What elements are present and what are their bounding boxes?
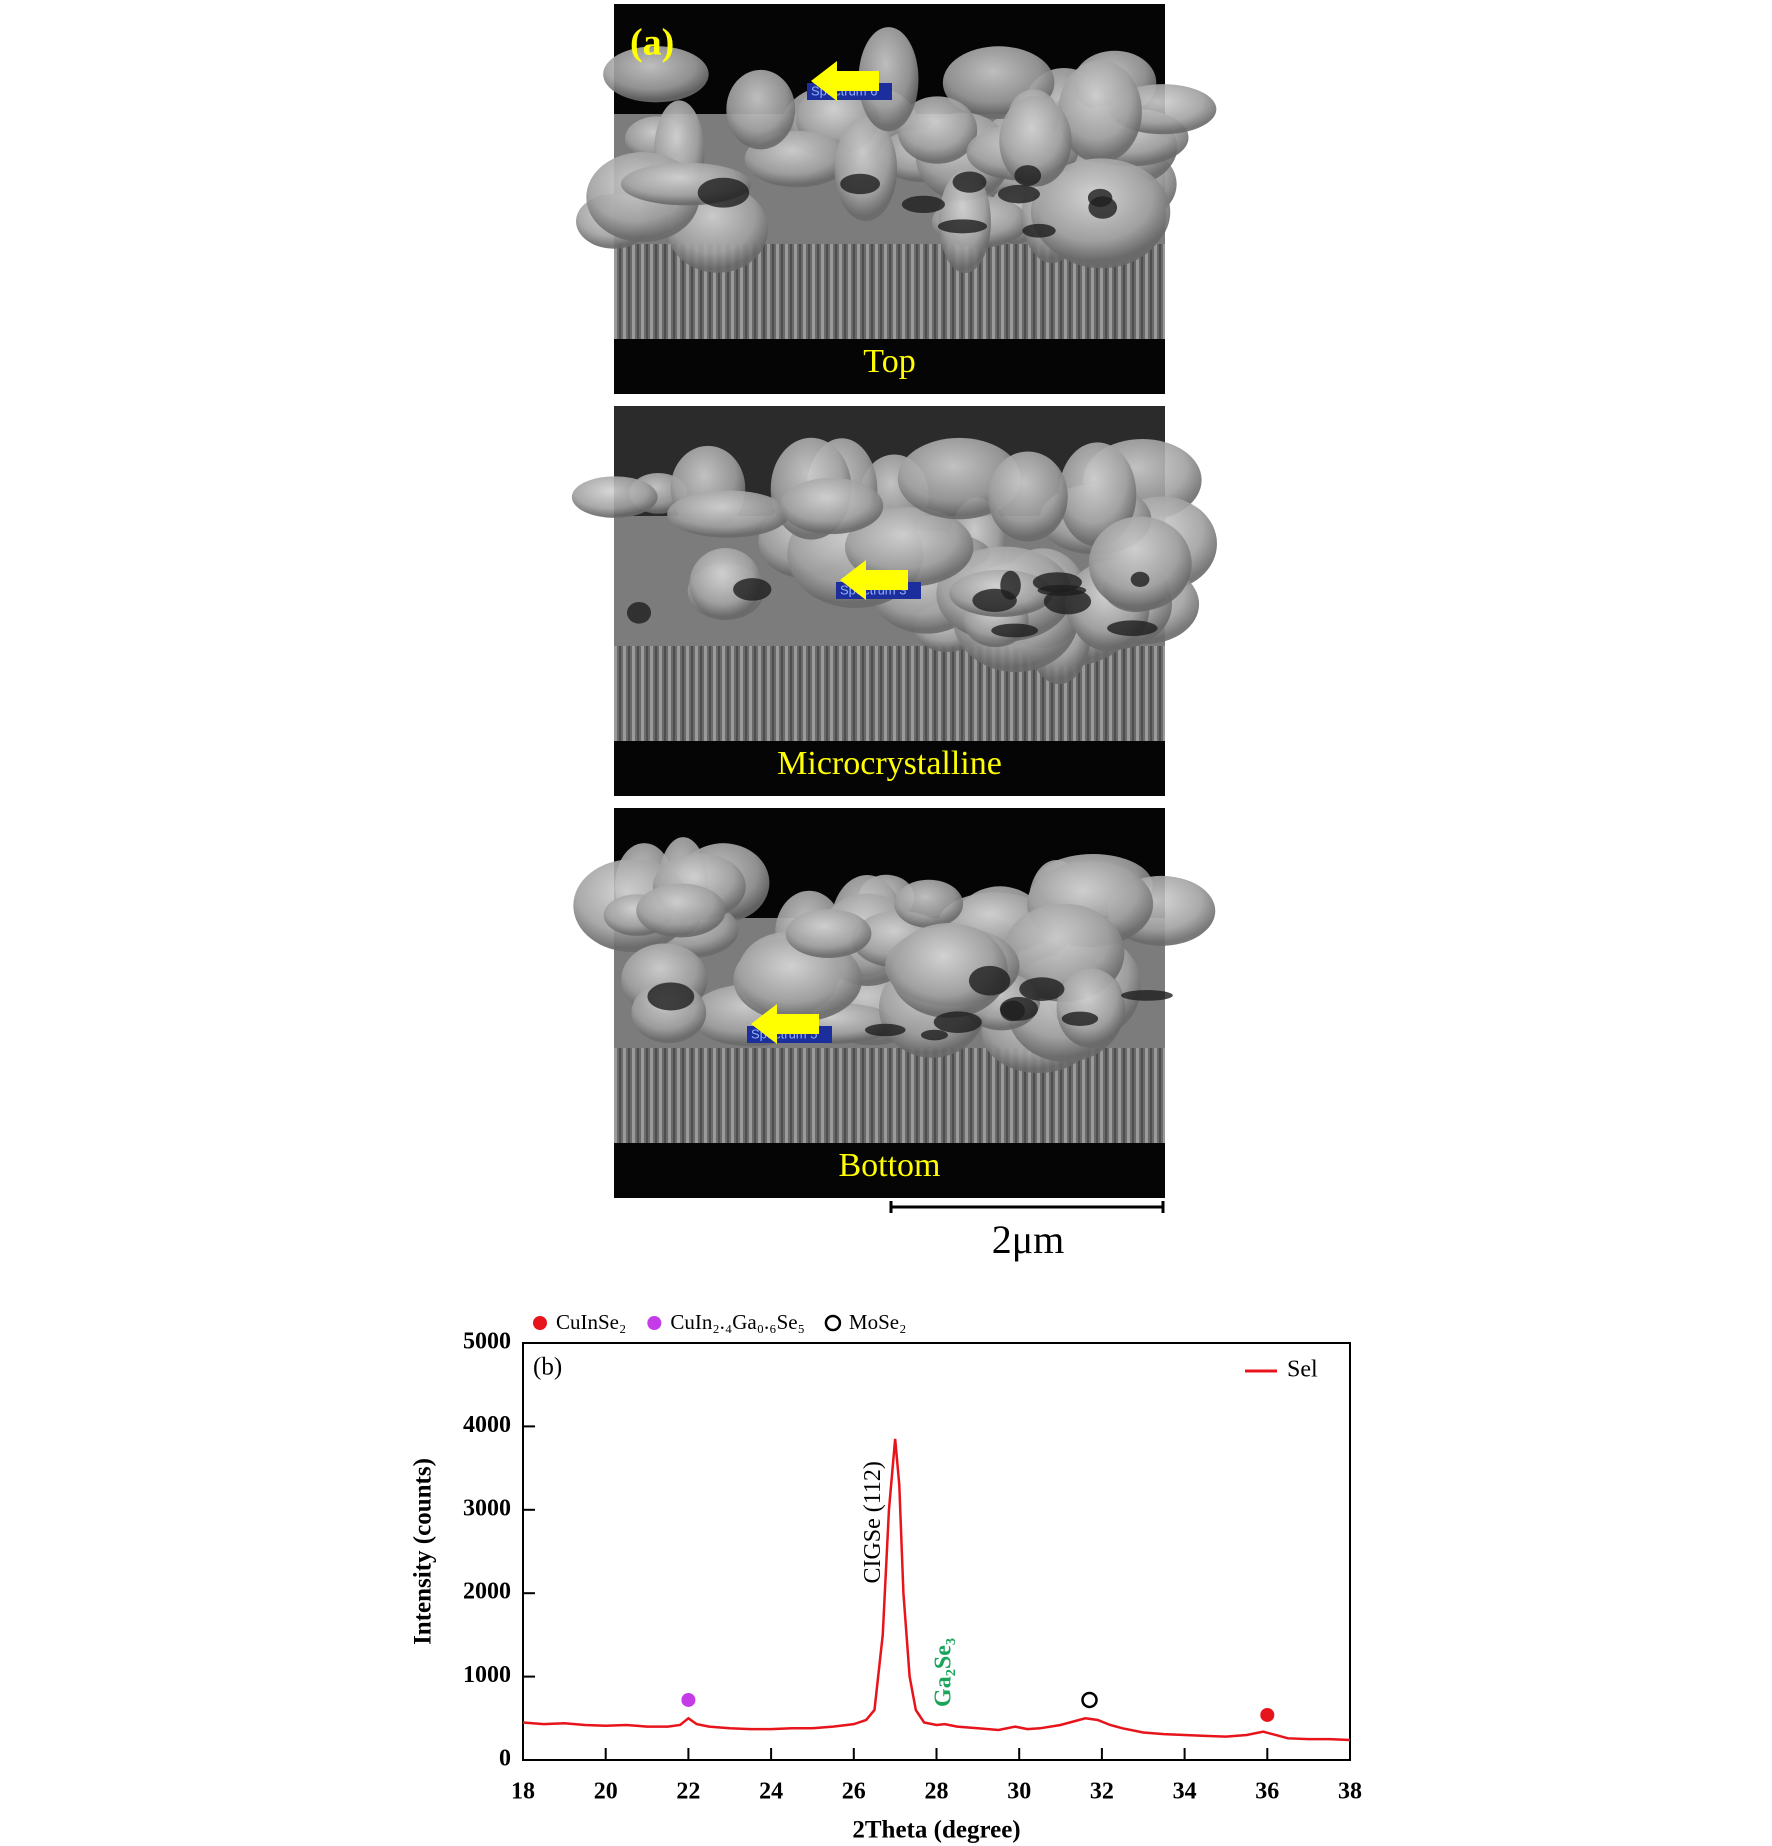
void (999, 996, 1038, 1021)
x-axis-label: 2Theta (degree) (852, 1817, 1020, 1844)
panel-tag: (b) (533, 1354, 562, 1381)
y-tick-label: 5000 (463, 1329, 511, 1355)
legend-marker (647, 1316, 662, 1330)
grain (667, 490, 790, 538)
grain (726, 69, 796, 150)
panel-tag: (a) (630, 22, 674, 64)
substrate (614, 339, 1165, 394)
substrate (614, 1143, 1165, 1198)
y-tick-label: 0 (499, 1746, 511, 1772)
void (937, 219, 987, 234)
x-tick-label: 20 (594, 1779, 618, 1805)
grain (1088, 516, 1192, 611)
grain (834, 116, 898, 222)
grain (894, 879, 964, 928)
phase-marker (1081, 1691, 1098, 1709)
data-line (522, 1438, 1351, 1742)
grain (858, 27, 919, 132)
panel-label: Top (863, 343, 915, 380)
void (864, 1023, 906, 1037)
legend-label: Sel (1287, 1357, 1318, 1383)
void (697, 177, 750, 208)
grain (636, 883, 726, 938)
legend-marker (824, 1314, 842, 1332)
annotation: Ga₂Se₃ (930, 1638, 956, 1707)
grain (897, 96, 978, 164)
void (1019, 977, 1065, 1001)
void (991, 623, 1039, 638)
legend-label: CuIn₂.₄Ga₀.₆Se₅ (670, 1310, 805, 1334)
grain (733, 936, 863, 1022)
void (1043, 588, 1092, 615)
x-tick-label: 32 (1090, 1779, 1114, 1805)
void (933, 1011, 982, 1033)
void (952, 171, 987, 193)
arrow (811, 61, 879, 101)
y-tick-label: 4000 (463, 1412, 511, 1438)
void (1121, 990, 1173, 1001)
grain (780, 477, 884, 535)
grain (689, 548, 762, 620)
y-tick-label: 3000 (463, 1495, 511, 1521)
void (1032, 572, 1082, 593)
sem-image: Spectrum 3Microcrystalline (571, 406, 1217, 796)
x-tick-label: 30 (1007, 1779, 1031, 1805)
void (968, 965, 1011, 996)
grain (1058, 442, 1137, 547)
void (840, 173, 881, 195)
legend-marker (533, 1316, 547, 1330)
grain (603, 46, 709, 103)
void (997, 184, 1040, 204)
phase-marker (1260, 1707, 1275, 1722)
grain (845, 507, 974, 587)
void (1088, 196, 1118, 219)
x-tick-label: 22 (676, 1779, 700, 1805)
panel-label: Microcrystalline (777, 745, 1002, 782)
grain (1056, 968, 1126, 1048)
x-tick-label: 34 (1173, 1779, 1197, 1805)
arrow (751, 1004, 819, 1044)
void (901, 195, 946, 214)
void (1107, 620, 1158, 636)
y-tick-label: 1000 (463, 1662, 511, 1688)
grain (999, 95, 1072, 187)
void (1061, 1011, 1099, 1026)
panel-label: Bottom (838, 1147, 940, 1184)
void (1000, 570, 1021, 600)
x-tick-label: 18 (511, 1779, 535, 1805)
void (1130, 571, 1150, 588)
scale-bar-label: 2μm (992, 1217, 1065, 1262)
void (1022, 223, 1056, 238)
chart: 18 20 22 24 26 28 30 32 34 36 38 0 1000 2000 3000 4000 5… (410, 1310, 1362, 1844)
x-tick-label: 36 (1255, 1779, 1279, 1805)
sem-image: Spectrum 5Bottom (573, 808, 1216, 1198)
void (920, 1029, 948, 1041)
void (733, 578, 772, 601)
x-tick-label: 24 (759, 1779, 783, 1805)
annotation: CIGSe (112) (860, 1461, 886, 1583)
y-axis-label: Intensity (counts) (410, 1458, 437, 1645)
grain (1058, 60, 1142, 163)
grain (987, 451, 1068, 542)
legend-label: CuInSe₂ (556, 1310, 626, 1334)
phase-marker (681, 1692, 696, 1707)
x-tick-label: 26 (842, 1779, 866, 1805)
substrate (614, 741, 1165, 796)
grain (785, 909, 872, 958)
arrow (840, 560, 908, 600)
grain (571, 476, 658, 518)
x-tick-label: 38 (1338, 1779, 1362, 1805)
grain (889, 923, 1008, 1018)
void (647, 982, 695, 1011)
y-tick-label: 2000 (463, 1579, 511, 1605)
sem-image: Spectrum 6Top (576, 4, 1217, 394)
legend-label: MoSe₂ (849, 1310, 907, 1334)
void (626, 601, 652, 624)
sem-panels: Spectrum 6TopSpectrum 3MicrocrystallineS… (571, 4, 1217, 1198)
void (1014, 165, 1042, 186)
x-tick-label: 28 (925, 1779, 949, 1805)
